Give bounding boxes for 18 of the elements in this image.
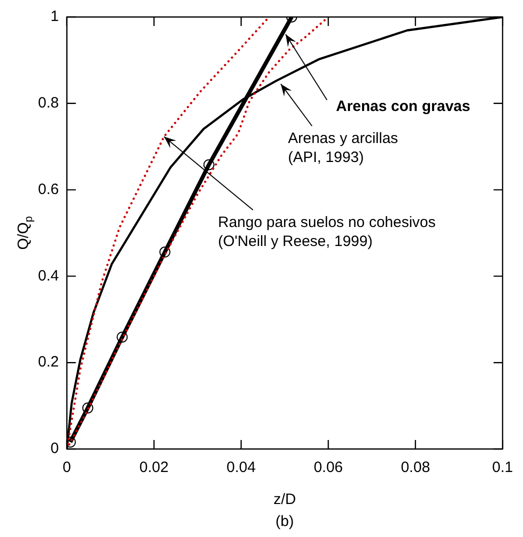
x-tick-label: 0.04 <box>226 459 256 476</box>
y-axis-title: Q/Qp <box>15 216 36 250</box>
y-tick-label: 0.8 <box>38 94 59 112</box>
y-tick-label: 0.4 <box>38 267 59 284</box>
x-axis-title: z/D <box>273 491 296 508</box>
y-tick-label: 1 <box>50 8 59 26</box>
annotation: Arenas con gravas <box>336 98 470 115</box>
x-tick-label: 0 <box>62 459 72 476</box>
x-tick-label: 0.06 <box>314 459 343 476</box>
x-tick-label: 0.1 <box>492 459 514 476</box>
y-tick-label: 0.2 <box>38 354 59 371</box>
y-tick-label: 0 <box>50 440 59 458</box>
text: (b) <box>276 513 294 530</box>
x-tick-label: 0.02 <box>139 459 169 476</box>
annotation: Rango para suelos no cohesivos (O'Neill y Reese, 1999) <box>218 214 436 250</box>
annotation: Arenas y arcillas (API, 1993) <box>288 130 398 166</box>
x-tick-label: 0.08 <box>400 459 430 476</box>
y-tick-label: 0.6 <box>38 180 59 198</box>
